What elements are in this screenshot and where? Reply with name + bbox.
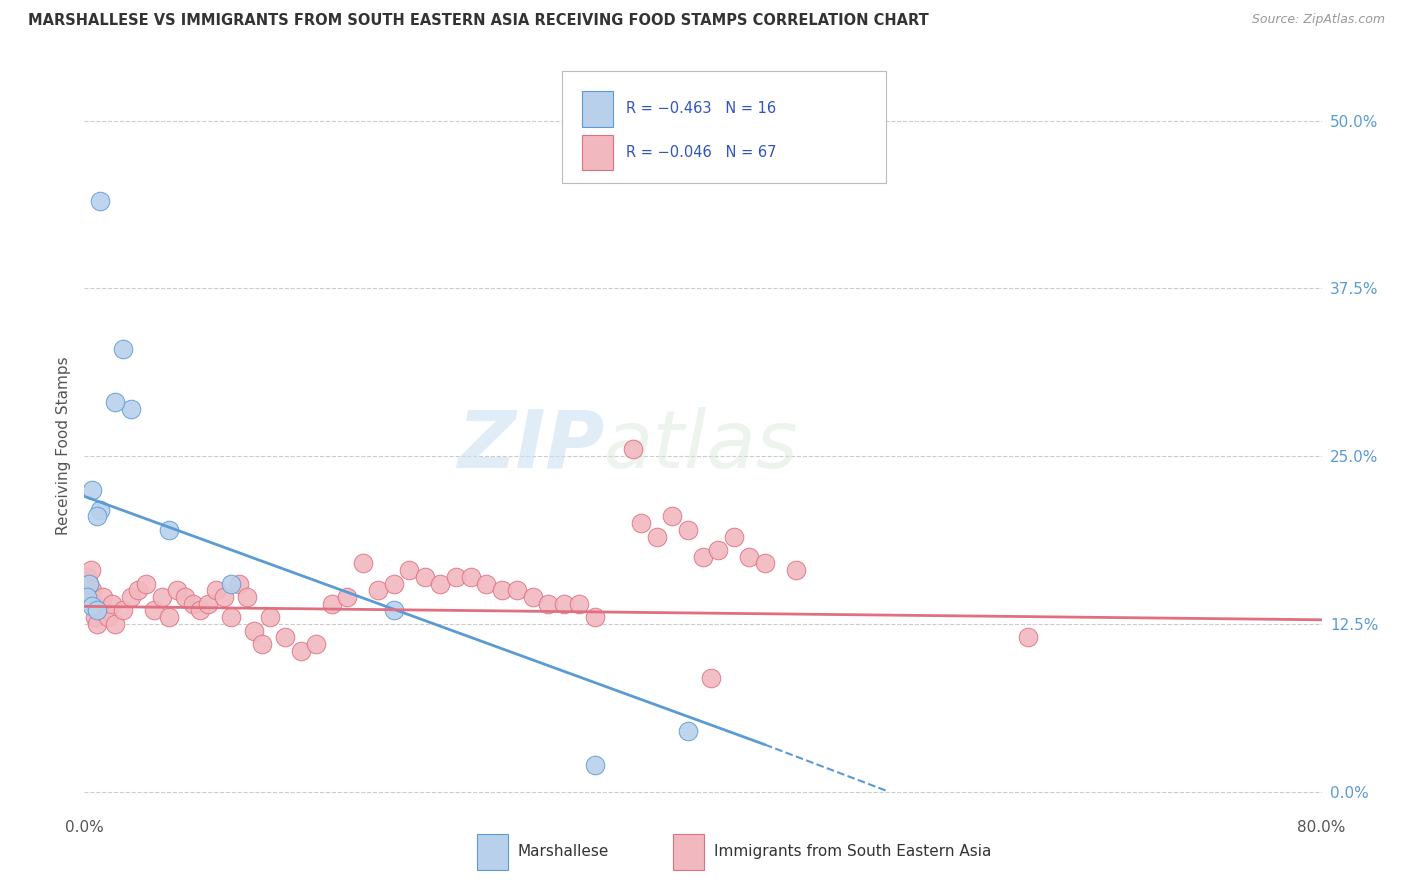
Text: R = −0.046   N = 67: R = −0.046 N = 67 bbox=[626, 145, 776, 160]
Point bbox=[274, 630, 297, 644]
Point bbox=[553, 597, 575, 611]
Point bbox=[197, 597, 219, 611]
Point bbox=[1017, 630, 1039, 644]
Point bbox=[181, 597, 204, 611]
Point bbox=[754, 557, 776, 571]
Point bbox=[252, 637, 274, 651]
Point bbox=[700, 671, 723, 685]
Point bbox=[120, 402, 142, 417]
Point bbox=[101, 597, 124, 611]
Point bbox=[321, 597, 343, 611]
Text: atlas: atlas bbox=[605, 407, 799, 485]
Point bbox=[89, 502, 111, 516]
Point bbox=[259, 610, 281, 624]
Point bbox=[583, 610, 606, 624]
Point bbox=[76, 590, 98, 604]
Point bbox=[84, 610, 107, 624]
Point bbox=[159, 610, 181, 624]
Point bbox=[166, 583, 188, 598]
Point bbox=[76, 570, 98, 584]
Point bbox=[221, 576, 243, 591]
Point bbox=[82, 599, 104, 614]
Point bbox=[645, 530, 668, 544]
Point bbox=[630, 516, 652, 531]
Point bbox=[623, 442, 645, 457]
Point bbox=[89, 603, 111, 617]
Point bbox=[352, 557, 374, 571]
Point bbox=[413, 570, 436, 584]
Point bbox=[243, 624, 266, 638]
Point bbox=[785, 563, 807, 577]
Point bbox=[77, 576, 100, 591]
Point bbox=[188, 603, 212, 617]
Point bbox=[112, 603, 135, 617]
Point bbox=[506, 583, 529, 598]
Point bbox=[305, 637, 328, 651]
Text: Immigrants from South Eastern Asia: Immigrants from South Eastern Asia bbox=[714, 845, 991, 859]
Point bbox=[676, 724, 699, 739]
Point bbox=[382, 603, 405, 617]
Point bbox=[83, 597, 105, 611]
Point bbox=[475, 576, 498, 591]
Point bbox=[367, 583, 389, 598]
Point bbox=[128, 583, 150, 598]
Point bbox=[104, 616, 127, 631]
Point bbox=[429, 576, 451, 591]
Point bbox=[460, 570, 482, 584]
Point bbox=[86, 603, 108, 617]
Point bbox=[676, 523, 699, 537]
Point bbox=[120, 590, 142, 604]
Point bbox=[77, 576, 100, 591]
Point bbox=[143, 603, 166, 617]
Text: ZIP: ZIP bbox=[457, 407, 605, 485]
Point bbox=[522, 590, 544, 604]
Text: Source: ZipAtlas.com: Source: ZipAtlas.com bbox=[1251, 13, 1385, 27]
Point bbox=[91, 590, 114, 604]
Point bbox=[228, 576, 250, 591]
Point bbox=[583, 757, 606, 772]
Text: R = −0.463   N = 16: R = −0.463 N = 16 bbox=[626, 102, 776, 116]
Point bbox=[205, 583, 228, 598]
Point bbox=[82, 483, 104, 497]
Point bbox=[236, 590, 259, 604]
Text: Marshallese: Marshallese bbox=[517, 845, 609, 859]
Point bbox=[135, 576, 157, 591]
Point bbox=[738, 549, 761, 564]
Text: MARSHALLESE VS IMMIGRANTS FROM SOUTH EASTERN ASIA RECEIVING FOOD STAMPS CORRELAT: MARSHALLESE VS IMMIGRANTS FROM SOUTH EAS… bbox=[28, 13, 929, 29]
Point bbox=[112, 342, 135, 356]
Point bbox=[159, 523, 181, 537]
Point bbox=[661, 509, 683, 524]
Point bbox=[537, 597, 560, 611]
Point bbox=[491, 583, 513, 598]
Point bbox=[336, 590, 359, 604]
Point bbox=[76, 590, 98, 604]
Point bbox=[79, 563, 101, 577]
Point bbox=[723, 530, 745, 544]
Point bbox=[444, 570, 467, 584]
Point bbox=[97, 610, 120, 624]
Point bbox=[568, 597, 591, 611]
Y-axis label: Receiving Food Stamps: Receiving Food Stamps bbox=[56, 357, 72, 535]
Point bbox=[150, 590, 173, 604]
Point bbox=[290, 643, 312, 657]
Point bbox=[86, 616, 108, 631]
Point bbox=[692, 549, 714, 564]
Point bbox=[398, 563, 420, 577]
Point bbox=[382, 576, 405, 591]
Point bbox=[707, 543, 730, 558]
Point bbox=[104, 395, 127, 409]
Point bbox=[212, 590, 235, 604]
Point bbox=[89, 194, 111, 208]
Point bbox=[174, 590, 197, 604]
Point bbox=[221, 610, 243, 624]
Point bbox=[82, 583, 104, 598]
Point bbox=[86, 509, 108, 524]
